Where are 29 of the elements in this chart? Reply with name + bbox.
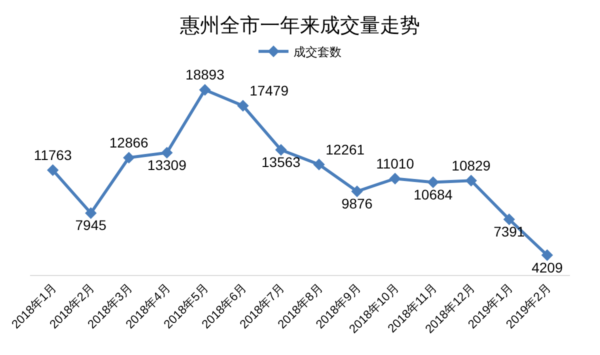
data-label: 17479: [250, 82, 289, 99]
point: [123, 152, 135, 164]
data-label: 10684: [414, 186, 453, 202]
data-label: 12866: [109, 134, 149, 151]
point: [465, 174, 477, 186]
point: [313, 158, 325, 170]
chart-title: 惠州全市一年来成交量走势: [179, 14, 420, 37]
point: [541, 249, 554, 262]
data-label: 10829: [452, 158, 491, 174]
point: [389, 172, 401, 184]
data-label: 9876: [341, 195, 373, 212]
data-label: 11010: [376, 155, 414, 172]
point: [275, 144, 287, 156]
data-label: 11763: [34, 146, 72, 163]
data-label: 13563: [262, 154, 301, 170]
data-label: 13309: [147, 156, 187, 173]
data-label: 7945: [75, 217, 107, 234]
point: [237, 100, 249, 112]
point: [199, 84, 211, 96]
data-label: 18893: [185, 66, 225, 83]
point: [503, 213, 515, 226]
data-label: 4209: [532, 259, 563, 276]
point: [161, 146, 173, 159]
legend-label: 成交套数: [294, 45, 342, 60]
data-label: 12261: [326, 141, 365, 158]
point: [351, 186, 363, 198]
point: [85, 207, 97, 219]
point: [46, 164, 59, 176]
point: [427, 176, 439, 188]
